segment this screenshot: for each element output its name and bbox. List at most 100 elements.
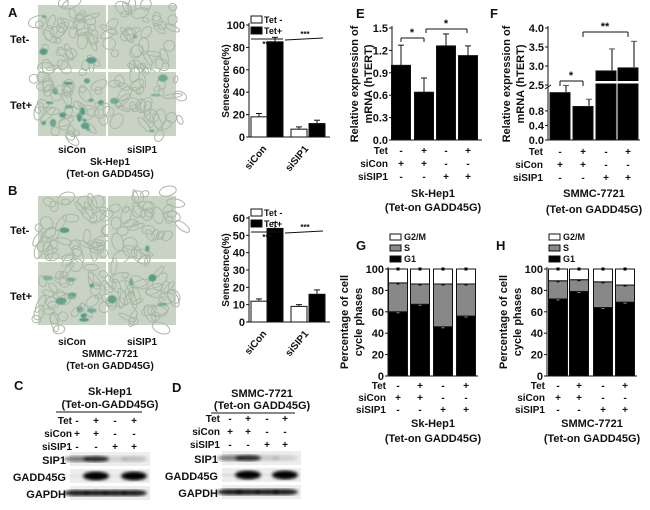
factor-sign: -	[558, 147, 561, 158]
cell-outline	[118, 312, 136, 323]
micrograph-B	[32, 191, 116, 264]
cell-outline	[109, 113, 124, 129]
stained-cell	[88, 98, 94, 103]
protein-band	[235, 455, 261, 461]
stained-cell	[59, 112, 67, 118]
factor-label: siSIP1	[358, 172, 388, 183]
factor-sign: +	[417, 381, 423, 392]
cell-outline	[102, 37, 117, 50]
cell-outline	[74, 201, 86, 215]
cell-outline	[60, 59, 70, 71]
cell-outline	[110, 49, 120, 58]
factor-sign: -	[577, 405, 580, 416]
cell-outline	[75, 239, 95, 250]
cell-outline	[34, 294, 47, 313]
factor-label: siCon	[515, 160, 543, 171]
cell-outline	[176, 114, 184, 125]
construct-label: (Tet-on GADD45G)	[544, 433, 641, 445]
construct-label: (Tet-on GADD45G)	[385, 202, 482, 214]
panel-label-F: F	[490, 6, 498, 21]
factor-sign: +	[264, 440, 270, 451]
cell-outline	[140, 208, 153, 221]
cell-outline	[32, 231, 44, 247]
cell-outline	[42, 197, 57, 208]
cell-outline	[137, 200, 153, 212]
stained-cell	[83, 78, 90, 84]
cell-outline	[90, 79, 108, 92]
x-tick-label: siSIP1	[284, 329, 312, 359]
y-tick-label: 4.0	[529, 23, 544, 35]
cell-outline	[132, 189, 140, 204]
factor-label: siCon	[517, 393, 545, 404]
y-tick-label: 2.5	[529, 80, 544, 92]
cell-outline	[164, 215, 174, 224]
cell-line-label: SMMC-7721	[561, 418, 623, 430]
factor-sign: -	[556, 381, 559, 392]
y-tick-label: 0	[537, 371, 543, 383]
cell-outline	[129, 275, 148, 290]
row-label: Tet-	[10, 225, 30, 237]
significance-line	[284, 37, 324, 41]
factor-sign: +	[440, 405, 446, 416]
cell-outline	[88, 29, 99, 46]
y-axis-label: Percentage of cell	[498, 275, 510, 369]
factor-sign: +	[603, 173, 609, 184]
stacked-bar-segment	[456, 268, 476, 285]
legend-label: G1	[563, 254, 575, 264]
stacked-bar-segment	[569, 268, 589, 281]
cell-outline	[39, 216, 54, 230]
y-axis-label: mRNA (hTERT)	[515, 44, 527, 123]
cell-outline	[33, 304, 46, 321]
factor-sign: +	[245, 414, 251, 425]
cell-outline	[81, 12, 101, 22]
cell-outline	[139, 190, 150, 198]
cell-outline	[164, 23, 181, 33]
cell-outline	[94, 86, 103, 95]
construct-label: (Tet-on-GADD45G)	[62, 399, 159, 411]
cell-outline	[129, 44, 144, 59]
factor-label: siCon	[358, 393, 386, 404]
cell-outline	[158, 185, 177, 197]
stained-cell	[42, 275, 54, 281]
cell-outline	[153, 22, 166, 35]
cell-outline	[163, 39, 176, 52]
cell-outline	[34, 223, 43, 232]
stacked-bar-segment	[388, 311, 408, 377]
stained-cell	[52, 87, 58, 95]
factor-sign: -	[113, 429, 116, 440]
stained-cell	[149, 129, 155, 133]
stained-cell	[49, 118, 57, 127]
band-label: GADD45G	[165, 471, 218, 483]
protein-band	[235, 470, 261, 480]
protein-band	[121, 490, 147, 496]
stained-cell	[80, 122, 90, 130]
legend-label: S	[404, 243, 410, 253]
factor-sign: +	[74, 429, 80, 440]
cell-outline	[36, 71, 51, 84]
x-tick-label: siSIP1	[284, 144, 312, 174]
stained-cell	[158, 74, 168, 82]
col-label: siCon	[58, 145, 86, 156]
cell-line-label: SMMC-7721	[231, 388, 293, 400]
cell-outline	[83, 201, 95, 219]
significance-mark: ***	[300, 223, 310, 232]
protein-band	[102, 490, 128, 496]
band-label: SIP1	[42, 455, 66, 467]
cell-outline	[61, 198, 71, 206]
bar	[458, 55, 478, 141]
bar	[290, 305, 308, 323]
stained-cell	[55, 297, 67, 305]
cell-outline	[56, 17, 66, 29]
cell-outline	[110, 216, 122, 230]
factor-sign: -	[556, 405, 559, 416]
cell-outline	[67, 125, 76, 138]
cell-outline	[36, 62, 56, 75]
cell-outline	[41, 308, 56, 315]
protein-band	[121, 456, 147, 462]
factor-sign: -	[418, 405, 421, 416]
legend-label: G1	[404, 254, 416, 264]
protein-band	[83, 471, 109, 481]
cell-line-label: Sk-Hep1	[88, 386, 132, 398]
factor-sign: +	[580, 160, 586, 171]
band-label: GAPDH	[26, 489, 66, 501]
